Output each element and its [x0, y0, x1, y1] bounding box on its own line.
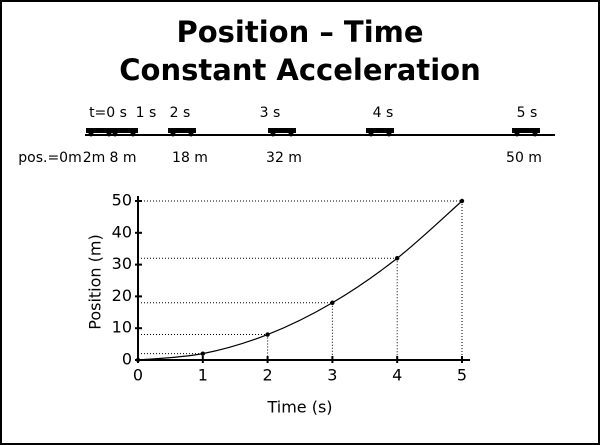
y-tick-label: 30	[112, 254, 132, 273]
subtitle: Constant Acceleration	[119, 53, 481, 87]
point	[135, 357, 141, 363]
time-label: 2 s	[170, 105, 191, 121]
wheel	[130, 131, 136, 137]
y-tick-label: 0	[122, 350, 132, 369]
car	[168, 128, 196, 133]
wheel	[386, 131, 392, 137]
x-tick-label: 1	[198, 366, 208, 385]
wheel	[532, 131, 538, 137]
car	[268, 128, 296, 133]
y-tick-label: 40	[112, 222, 132, 241]
cars	[86, 128, 540, 137]
point	[200, 351, 205, 356]
x-tick-label: 2	[263, 366, 273, 385]
x-axis-label: Time (s)	[266, 398, 332, 417]
y-tick-label: 50	[112, 191, 132, 210]
wheel	[112, 131, 118, 137]
time-label: 3 s	[260, 105, 281, 121]
position-label: 8 m	[110, 150, 137, 166]
x-tick-label: 4	[392, 366, 402, 385]
car	[366, 128, 394, 133]
point	[265, 332, 270, 337]
curve	[137, 200, 463, 361]
y-axis-label: Position (m)	[86, 234, 105, 329]
x-tick-label: 3	[327, 366, 337, 385]
point	[459, 198, 465, 204]
position-label: pos.=0m	[18, 150, 81, 166]
wheel	[288, 131, 294, 137]
wheel	[514, 131, 520, 137]
time-label: 4 s	[373, 105, 394, 121]
position-label: 32 m	[266, 150, 302, 166]
wheel	[368, 131, 374, 137]
point	[330, 300, 335, 305]
wheel	[270, 131, 276, 137]
time-label: t=0 s	[89, 105, 127, 121]
x-tick-label: 0	[133, 366, 143, 385]
position-label: 2m	[83, 150, 106, 166]
car	[86, 128, 114, 133]
time-label: 5 s	[517, 105, 538, 121]
wheel	[88, 131, 94, 137]
point	[395, 256, 400, 261]
car	[512, 128, 540, 133]
wheel	[188, 131, 194, 137]
position-label: 18 m	[172, 150, 208, 166]
position-label: 50 m	[506, 150, 542, 166]
wheel	[170, 131, 176, 137]
y-tick-label: 20	[112, 286, 132, 305]
y-tick-label: 10	[112, 318, 132, 337]
x-tick-label: 5	[457, 366, 467, 385]
car	[110, 128, 138, 133]
title: Position – Time	[176, 15, 423, 49]
time-label: 1 s	[136, 105, 157, 121]
